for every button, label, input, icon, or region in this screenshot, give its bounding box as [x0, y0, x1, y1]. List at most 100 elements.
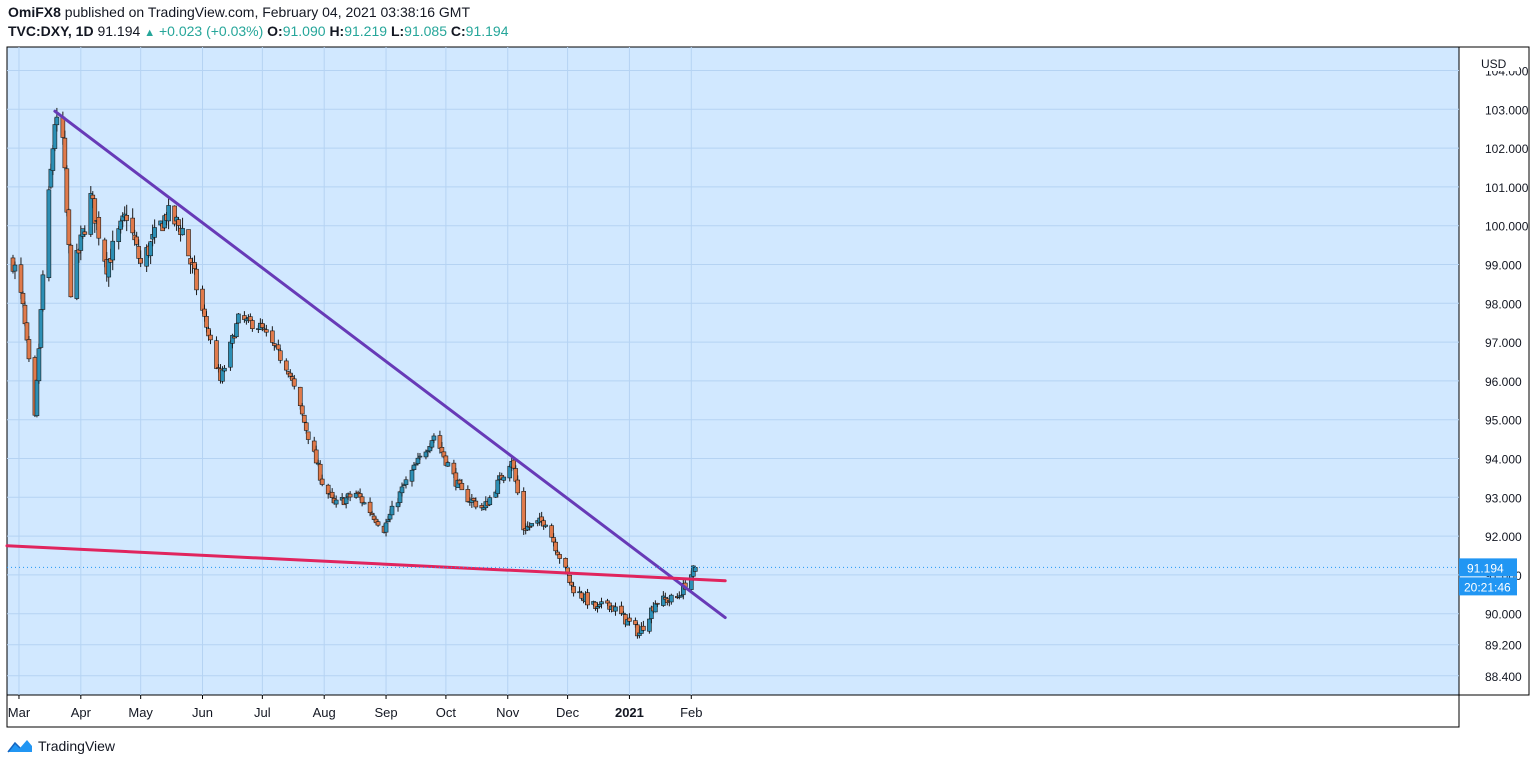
candle-body [250, 320, 255, 329]
x-tick-label: Feb [680, 705, 702, 720]
candle-body [200, 288, 205, 311]
candle-body [585, 592, 590, 606]
publisher-name: OmiFX8 [8, 4, 61, 20]
candle-body [679, 595, 684, 598]
price-chart[interactable]: 104.000103.000102.000101.000100.00099.00… [0, 0, 1536, 730]
footer-brand: TradingView [38, 738, 116, 754]
y-tick-label: 90.000 [1485, 608, 1522, 622]
x-tick-label: Apr [71, 705, 92, 720]
x-tick-label: Nov [496, 705, 520, 720]
y-tick-label: 93.000 [1485, 491, 1522, 505]
y-tick-label: 98.000 [1485, 297, 1522, 311]
candle-body [501, 476, 507, 481]
candle-body [383, 522, 389, 533]
candle-body [78, 234, 84, 251]
candle-body [202, 308, 207, 317]
candle-body [409, 469, 415, 482]
candle-body [291, 378, 297, 387]
candle-body [613, 606, 618, 612]
support-line [5, 544, 727, 583]
candle-body [20, 292, 26, 305]
candle-body [176, 219, 181, 226]
high-label: H: [329, 23, 345, 39]
candle-body [276, 344, 281, 350]
last-price-tag-label: 91.194 [1467, 561, 1504, 575]
candle-body [264, 329, 269, 333]
candle-body [527, 526, 532, 528]
candle-body [74, 250, 80, 299]
candle-body [692, 567, 698, 572]
candle-body [465, 489, 471, 503]
y-tick-label: 100.000 [1485, 220, 1529, 234]
candle-body [118, 220, 124, 230]
open-value: 91.090 [282, 23, 326, 39]
tradingview-footer[interactable]: TradingView [6, 737, 115, 755]
candle-body [12, 264, 18, 272]
candle-body [553, 541, 558, 552]
candle-body [62, 137, 68, 169]
y-tick-label: 95.000 [1485, 414, 1522, 428]
y-tick-label: 103.000 [1485, 103, 1529, 117]
candle-body [36, 348, 42, 382]
candle-body [234, 323, 239, 338]
candle-body [343, 497, 349, 505]
candle-body [423, 451, 429, 458]
candle-body [471, 498, 477, 501]
candle-body [543, 524, 548, 527]
candle-body [429, 440, 435, 448]
y-tick-label: 96.000 [1485, 375, 1522, 389]
time-axis [6, 694, 1460, 728]
candle-body [333, 499, 339, 505]
candle-body [389, 505, 395, 516]
close-label: C: [450, 23, 466, 39]
candle-body [411, 464, 417, 470]
low-label: L: [390, 23, 405, 39]
candle-body [260, 323, 265, 328]
candle-body [359, 496, 365, 504]
x-tick-label: Oct [436, 705, 457, 720]
candle-body [50, 148, 56, 171]
candle-body [18, 264, 24, 293]
candle-body [507, 465, 513, 479]
candles [10, 107, 698, 639]
candle-body [417, 455, 423, 458]
candle-body [116, 228, 122, 243]
candle-body [319, 478, 325, 485]
candle-body [66, 209, 72, 245]
candle-body [439, 447, 445, 453]
candle-body [595, 606, 600, 609]
published-text: published on TradingView.com, February 0… [64, 4, 471, 20]
y-tick-label: 89.200 [1485, 639, 1522, 653]
candle-body [90, 194, 96, 199]
candle-body [124, 214, 129, 221]
candle-body [208, 334, 213, 341]
last-price-tag [1459, 558, 1517, 577]
x-tick-label: 2021 [615, 705, 644, 720]
candle-body [597, 604, 602, 607]
x-tick-label: Jul [254, 705, 271, 720]
candle-body [619, 605, 624, 615]
candle-body [669, 594, 674, 603]
candle-body [96, 217, 102, 239]
tradingview-logo-icon [7, 740, 32, 753]
candle-body [487, 497, 493, 506]
candle-body [244, 318, 249, 322]
y-tick-label: 101.000 [1485, 181, 1529, 195]
chart-header-title: OmiFX8 published on TradingView.com, Feb… [8, 4, 470, 20]
candle-body [301, 414, 307, 423]
y-tick-label: 102.000 [1485, 142, 1529, 156]
low-value: 91.085 [404, 23, 447, 39]
currency-label-bg [1479, 55, 1519, 71]
candle-body [621, 612, 626, 615]
candle-body [46, 189, 52, 278]
candle-body [599, 601, 604, 605]
candle-body [26, 339, 32, 360]
candle-body [367, 501, 373, 513]
candle-body [110, 240, 116, 261]
x-tick-label: May [128, 705, 153, 720]
symbol-label: TVC:DXY, 1D [8, 23, 94, 39]
candle-body [361, 502, 367, 505]
candle-body [40, 274, 46, 310]
candle-body [317, 463, 323, 481]
candle-body [347, 493, 353, 498]
